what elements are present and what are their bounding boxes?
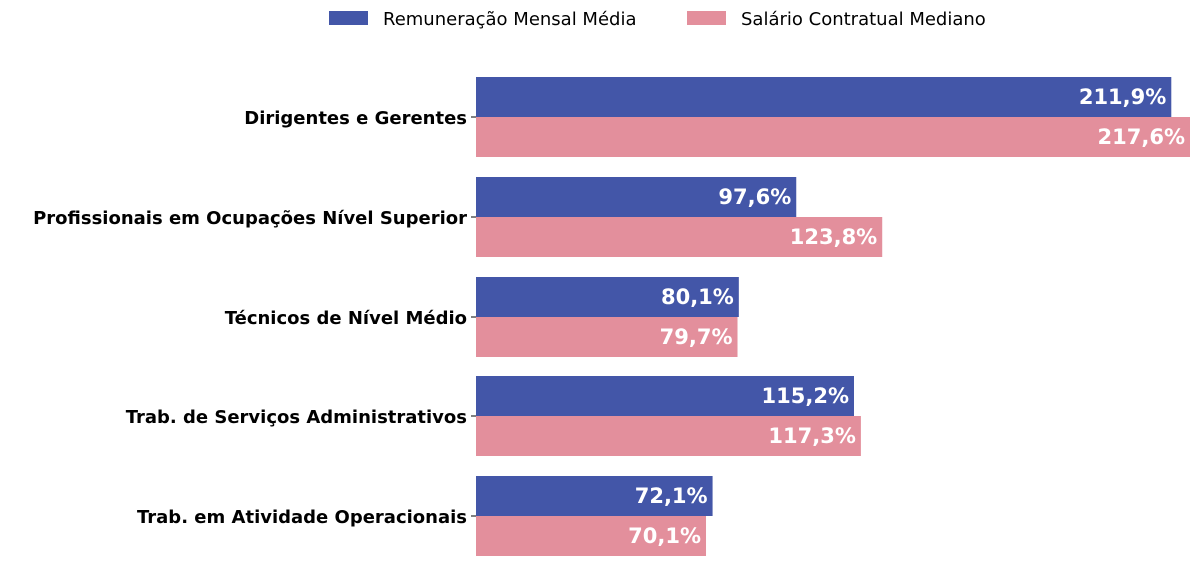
legend-swatch-1 [329,11,368,25]
category-label-3: Técnicos de Nível Médio [225,308,467,329]
value-label-salario-2: 123,8% [790,225,877,249]
category-label-2: Profissionais em Ocupações Nível Superio… [33,208,467,229]
bar-salario-2 [476,217,883,257]
value-label-salario-4: 117,3% [768,424,855,448]
bar-remuneracao-5 [476,476,713,516]
bar-salario-3 [476,317,738,357]
category-label-4: Trab. de Serviços Administrativos [126,407,467,428]
value-label-remuneracao-5: 72,1% [635,484,708,508]
value-label-salario-3: 79,7% [660,325,733,349]
value-label-remuneracao-3: 80,1% [661,285,734,309]
value-label-remuneracao-4: 115,2% [762,384,849,408]
bar-salario-4 [476,416,861,456]
value-label-salario-1: 217,6% [1098,125,1185,149]
value-label-remuneracao-2: 97,6% [718,185,791,209]
legend-swatch-2 [687,11,726,25]
category-labels: Dirigentes e Gerentes Profissionais em Oc… [33,108,476,528]
legend-label-2: Salário Contratual Mediano [741,9,986,30]
bar-remuneracao-2 [476,177,797,217]
value-label-remuneracao-1: 211,9% [1079,85,1166,109]
bar-salario-1 [476,117,1190,157]
bar-salario-5 [476,516,707,556]
legend-label-1: Remuneração Mensal Média [383,9,637,30]
value-label-salario-5: 70,1% [628,524,701,548]
category-label-5: Trab. em Atividade Operacionais [137,507,467,528]
bar-remuneracao-4 [476,376,854,416]
bars-group: 211,9% 217,6% 97,6% 123,8% 80,1% 79,7% 115,2% 1… [476,77,1190,556]
category-label-1: Dirigentes e Gerentes [244,108,467,129]
legend: Remuneração Mensal Média Salário Contratu… [329,9,986,30]
bar-remuneracao-3 [476,277,739,317]
bar-remuneracao-1 [476,77,1172,117]
